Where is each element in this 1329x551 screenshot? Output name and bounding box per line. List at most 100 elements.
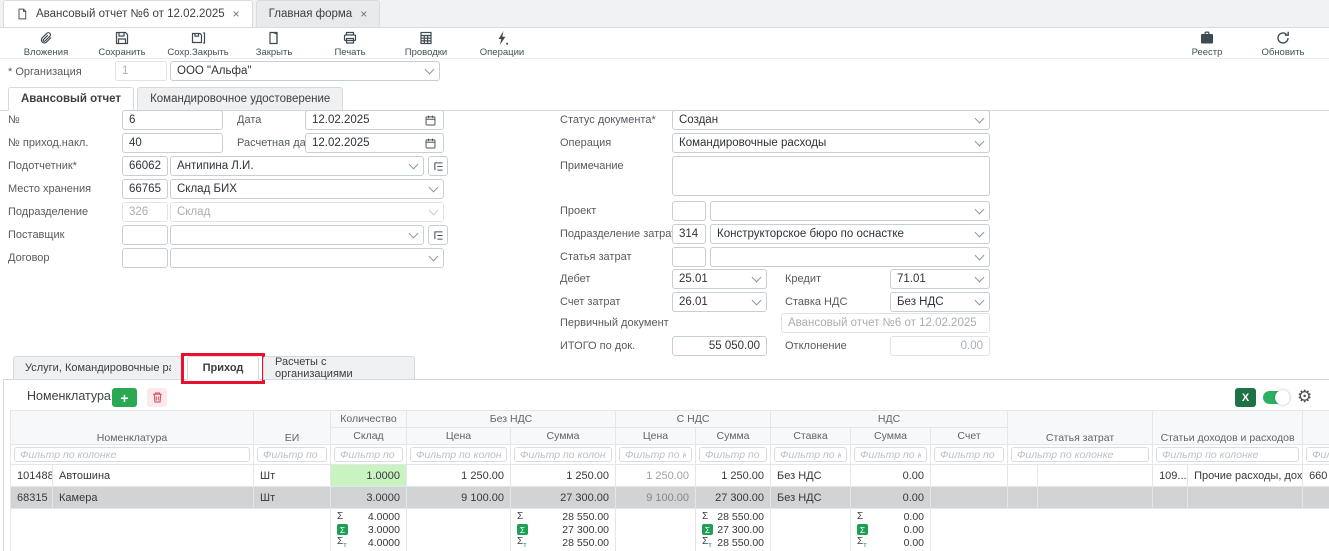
- postings-button[interactable]: Проводки: [388, 28, 464, 58]
- filter-input-unit[interactable]: [257, 447, 327, 462]
- close-button[interactable]: Закрыть: [236, 28, 312, 58]
- accountable-tree-button[interactable]: [428, 156, 448, 176]
- status-value: Создан: [679, 114, 719, 126]
- accountable-code-input[interactable]: [122, 156, 168, 176]
- col-header-warehouse[interactable]: Склад: [330, 427, 407, 445]
- supplier-code-input[interactable]: [122, 225, 168, 245]
- department-code-input[interactable]: [122, 202, 168, 222]
- totals-qty-cell: Σ 4.0000 Σ 3.0000 Σт 4.0000: [330, 508, 407, 551]
- cost-account-select[interactable]: 26.01: [672, 292, 767, 312]
- contract-code-input[interactable]: [122, 248, 168, 268]
- supplier-select[interactable]: [170, 225, 424, 245]
- storage-code-input[interactable]: [122, 179, 168, 199]
- close-tab-icon[interactable]: ×: [360, 7, 368, 21]
- sigma-icon: Σ: [702, 511, 709, 522]
- filter-input-price-vat[interactable]: [619, 447, 693, 462]
- registry-button[interactable]: Реестр: [1169, 28, 1245, 58]
- cost-department-select[interactable]: Конструкторское бюро по оснастке: [710, 224, 990, 244]
- col-header-unit[interactable]: ЕИ: [253, 410, 331, 445]
- filter-input-price-no-vat[interactable]: [410, 447, 507, 462]
- col-header-cost-item[interactable]: Статья затрат: [1007, 410, 1154, 445]
- col-header-rate[interactable]: Ставка: [770, 427, 852, 445]
- col-header-price-no-vat[interactable]: Цена: [406, 427, 511, 445]
- calendar-icon[interactable]: [424, 137, 437, 150]
- total-input[interactable]: [672, 336, 767, 356]
- gear-icon[interactable]: ⚙: [1297, 387, 1313, 406]
- close-tab-icon[interactable]: ×: [232, 7, 240, 21]
- organization-code-input[interactable]: [115, 61, 167, 81]
- attachments-button[interactable]: Вложения: [8, 28, 84, 58]
- filter-toggle[interactable]: [1263, 390, 1290, 405]
- filter-input-account[interactable]: [934, 447, 1005, 462]
- col-header-account[interactable]: Счет: [930, 427, 1009, 445]
- tab-settlements-organizations[interactable]: Расчеты с организациями: [263, 356, 415, 380]
- department-select[interactable]: Склад: [170, 202, 444, 222]
- delete-row-button[interactable]: [147, 388, 167, 407]
- cost-department-code-input[interactable]: [672, 224, 706, 244]
- organization-select[interactable]: ООО "Альфа": [170, 61, 440, 81]
- project-code-input[interactable]: [672, 201, 706, 221]
- filter-input-cost-item[interactable]: [1011, 447, 1150, 462]
- filter-input-nomenclature[interactable]: [14, 447, 250, 462]
- save-button[interactable]: Сохранить: [84, 28, 160, 58]
- tab-advance-report[interactable]: Авансовый отчет: [8, 87, 135, 111]
- total-label: ИТОГО по док.: [560, 340, 636, 352]
- print-button[interactable]: Печать: [312, 28, 388, 58]
- window-tab-main-form[interactable]: Главная форма ×: [255, 0, 381, 27]
- operation-value: Командировочные расходы: [679, 137, 827, 149]
- refresh-button[interactable]: Обновить: [1245, 28, 1321, 58]
- col-header-sum-vat[interactable]: Сумма: [695, 427, 772, 445]
- operation-select[interactable]: Командировочные расходы: [672, 133, 990, 153]
- cost-item-select[interactable]: [710, 247, 990, 267]
- table-row-selected[interactable]: 68315 Камера Шт 3.0000 9 100.00 27 300.0…: [10, 486, 1329, 509]
- sigma-selected-icon: Σ: [337, 524, 348, 535]
- status-select[interactable]: Создан: [672, 110, 990, 130]
- project-select[interactable]: [710, 201, 990, 221]
- invoice-number-input[interactable]: [122, 133, 223, 153]
- col-header-vat-sum[interactable]: Сумма: [850, 427, 932, 445]
- contract-select[interactable]: [170, 248, 444, 268]
- filter-input-income-expense[interactable]: [1156, 447, 1300, 462]
- table-row[interactable]: 101488 Автошина Шт 1.0000 1 250.00 1 250…: [10, 464, 1329, 487]
- save-close-button[interactable]: Сохр.Закрыть: [160, 28, 236, 58]
- col-header-price-vat[interactable]: Цена: [615, 427, 697, 445]
- storage-select[interactable]: Склад БИХ: [170, 179, 444, 199]
- cell-name: Автошина: [52, 464, 254, 487]
- credit-select[interactable]: 71.01: [890, 269, 990, 289]
- filter-input-sum-vat[interactable]: [699, 447, 768, 462]
- supplier-tree-button[interactable]: [428, 225, 448, 245]
- header-sub-row: Склад Цена Сумма Цена Сумма Ставка Сумма…: [11, 427, 1329, 445]
- export-excel-button[interactable]: X: [1235, 388, 1256, 407]
- vat-rate-select[interactable]: Без НДС: [890, 292, 990, 312]
- number-input[interactable]: [122, 110, 223, 130]
- date-input[interactable]: 12.02.2025: [305, 110, 444, 130]
- accountable-select[interactable]: Антипина Л.И.: [170, 156, 424, 176]
- lightning-icon: [498, 30, 508, 45]
- note-textarea[interactable]: [672, 156, 990, 196]
- filter-input-extra[interactable]: [1306, 447, 1329, 462]
- toolbar-left-group: Вложения Сохранить Сохр.Закрыть Закрыть …: [8, 28, 540, 58]
- calendar-icon[interactable]: [424, 114, 437, 127]
- tab-travel-certificate[interactable]: Командировочное удостоверение: [137, 87, 344, 111]
- filter-input-rate[interactable]: [774, 447, 848, 462]
- col-header-sum-no-vat[interactable]: Сумма: [509, 427, 617, 445]
- supplier-label: Поставщик: [8, 229, 65, 241]
- chevron-down-icon: [408, 159, 419, 170]
- filter-input-warehouse[interactable]: [334, 447, 403, 462]
- tab-receipt[interactable]: Приход: [181, 353, 265, 384]
- tab-services-travel-expenses[interactable]: Услуги, Командировочные расходы: [13, 356, 183, 380]
- cost-item-code-input[interactable]: [672, 247, 706, 267]
- window-tab-advance-report[interactable]: Авансовый отчет №6 от 12.02.2025 ×: [3, 0, 253, 27]
- operations-button[interactable]: Операции: [464, 28, 540, 58]
- chevron-down-icon: [408, 228, 419, 239]
- col-header-income-expense[interactable]: Статьи доходов и расходов: [1152, 410, 1304, 445]
- debit-select[interactable]: 25.01: [672, 269, 767, 289]
- add-row-button[interactable]: +: [112, 388, 137, 407]
- cell-name: Камера: [52, 486, 254, 509]
- cell-cost-code: [1007, 464, 1039, 487]
- filter-input-sum-no-vat[interactable]: [514, 447, 613, 462]
- settlement-date-input[interactable]: 12.02.2025: [305, 133, 444, 153]
- col-header-nomenclature[interactable]: Номенклатура: [10, 410, 254, 445]
- cell-price-vat: 1 250.00: [615, 464, 697, 487]
- filter-input-vat-sum[interactable]: [854, 447, 928, 462]
